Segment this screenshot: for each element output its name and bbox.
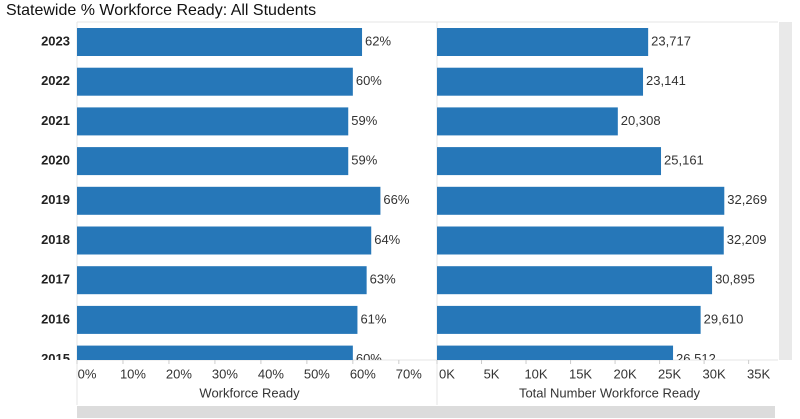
bar (77, 266, 367, 295)
x-tick-label: 60% (350, 366, 376, 381)
value-label: 61% (360, 311, 386, 326)
x-axis-title: Workforce Ready (199, 385, 300, 400)
x-tick-label: 10K (524, 366, 547, 381)
value-label: 30,895 (715, 272, 755, 287)
category-label: 2017 (41, 272, 70, 287)
value-label: 63% (370, 272, 396, 287)
x-tick-label: 15K (569, 366, 592, 381)
value-label: 32,209 (727, 232, 767, 247)
bar (437, 147, 662, 176)
value-label: 26,512 (676, 351, 716, 366)
value-label: 20,308 (621, 113, 661, 128)
bar (77, 305, 358, 334)
bar (77, 28, 363, 56)
vertical-scrollbar[interactable] (779, 22, 792, 360)
category-label: 2020 (41, 153, 70, 168)
value-label: 29,610 (704, 311, 744, 326)
category-label: 2019 (41, 192, 70, 207)
value-label: 23,141 (646, 73, 686, 88)
category-label: 2023 (41, 33, 70, 48)
value-label: 60% (356, 351, 382, 366)
x-tick-label: 10% (120, 366, 146, 381)
chart-title: Statewide % Workforce Ready: All Student… (6, 2, 316, 19)
x-tick-label: 30% (212, 366, 238, 381)
bar (437, 67, 644, 96)
value-label: 59% (351, 113, 377, 128)
bar (77, 226, 372, 255)
bar (437, 266, 713, 295)
bar (437, 226, 724, 255)
bar (437, 345, 674, 360)
bar (437, 28, 649, 56)
bar (437, 186, 725, 215)
x-tick-label: 20K (613, 366, 636, 381)
value-label: 59% (351, 153, 377, 168)
bar (77, 147, 349, 176)
x-tick-label: 5K (484, 366, 500, 381)
x-tick-label: 0K (439, 366, 455, 381)
x-tick-label: 25K (658, 366, 681, 381)
axis-area: 0% 10% 20% 30% 40% 50% 60% 70% 0K 5K 10K 15K 20K 25K 3… (76, 360, 800, 381)
x-axis-title: Total Number Workforce Ready (519, 385, 701, 400)
value-label: 62% (365, 33, 391, 48)
bar (437, 305, 701, 334)
x-tick-label: 70% (396, 366, 422, 381)
labels: Workforce Ready Total Number Workforce Re… (199, 385, 700, 400)
x-tick-label: 20% (166, 366, 192, 381)
bar (437, 107, 618, 136)
category-label: 2022 (41, 73, 70, 88)
value-label: 25,161 (664, 153, 704, 168)
x-tick-label: 35K (747, 366, 770, 381)
category-label: 2018 (41, 232, 70, 247)
x-tick-label: 50% (304, 366, 330, 381)
horizontal-scrollbar[interactable] (77, 406, 775, 418)
bar (77, 345, 353, 360)
bar (77, 186, 381, 215)
bar (77, 67, 353, 96)
category-label: 2021 (41, 113, 70, 128)
value-label: 32,269 (727, 192, 767, 207)
x-tick-label: 40K (792, 366, 800, 381)
bar (77, 107, 349, 136)
x-tick-label: 0% (78, 366, 97, 381)
value-label: 64% (374, 232, 400, 247)
value-label: 23,717 (651, 33, 691, 48)
plot-area: 2023 2022 2021 2020 2019 2018 2017 2016 2015 62% 6… (41, 28, 767, 366)
x-tick-label: 40% (258, 366, 284, 381)
x-tick-label: 30K (703, 366, 726, 381)
value-label: 60% (356, 73, 382, 88)
category-label: 2015 (41, 351, 70, 366)
value-label: 66% (383, 192, 409, 207)
category-label: 2016 (41, 311, 70, 326)
